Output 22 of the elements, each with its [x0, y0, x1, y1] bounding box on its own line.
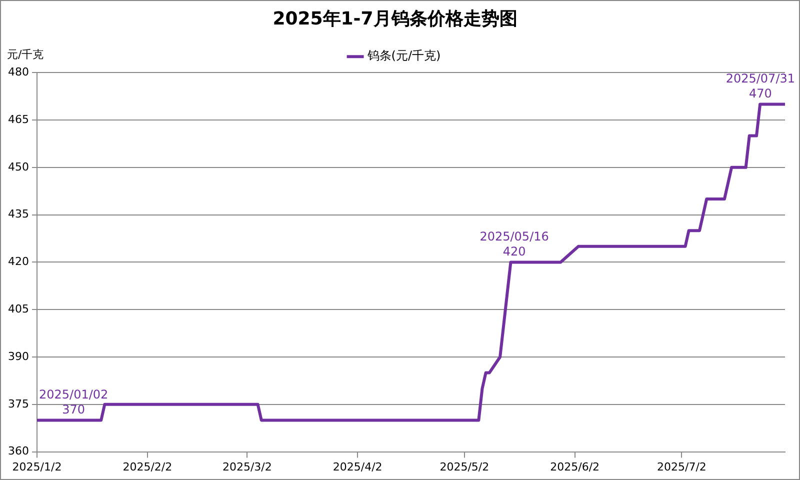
- y-tick-label: 450: [8, 160, 29, 174]
- y-tick-label: 480: [8, 65, 29, 78]
- y-tick-label: 465: [8, 112, 29, 126]
- x-tick-label: 2025/4/2: [332, 460, 382, 474]
- annotation: 2025/07/31 470: [726, 71, 796, 100]
- legend-label: 钨条(元/千克): [366, 48, 441, 63]
- x-tick-label: 2025/2/2: [122, 460, 172, 474]
- annotation: 2025/05/16 420: [480, 229, 549, 258]
- annotation: 2025/01/02 370: [38, 387, 108, 416]
- x-tick-label: 2025/1/2: [12, 460, 62, 474]
- x-tick-label: 2025/3/2: [222, 460, 272, 474]
- y-tick-label: 405: [8, 302, 29, 316]
- y-tick-label: 360: [8, 444, 29, 458]
- x-tick-label: 2025/6/2: [550, 460, 600, 474]
- y-axis-title: 元/千克: [7, 46, 44, 62]
- y-tick-label: 375: [8, 397, 29, 410]
- x-tick-label: 2025/7/2: [657, 460, 706, 474]
- y-tick-label: 420: [8, 255, 29, 268]
- y-tick-label: 390: [8, 350, 29, 363]
- chart-title: 2025年1-7月钨条价格走势图: [272, 8, 518, 30]
- y-tick-label: 435: [8, 208, 29, 221]
- x-tick-label: 2025/5/2: [440, 460, 490, 474]
